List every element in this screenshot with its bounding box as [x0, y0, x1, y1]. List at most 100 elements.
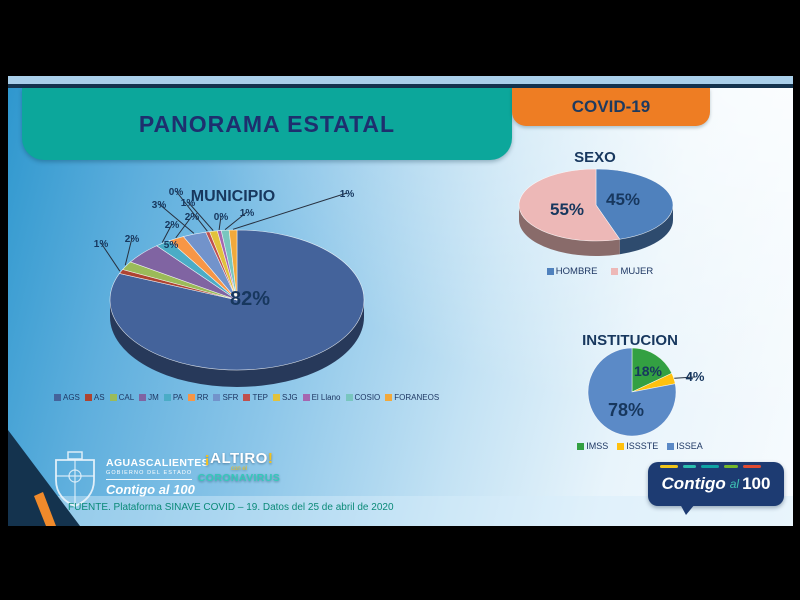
escudo-aguascalientes-icon — [55, 451, 95, 507]
pie-label: 1% — [181, 198, 196, 209]
pie-label: 2% — [165, 220, 180, 231]
legend-swatch — [84, 394, 92, 401]
header-bar: PANORAMA ESTATAL — [22, 88, 512, 160]
legend-swatch — [577, 442, 585, 450]
brand-dashes — [660, 465, 761, 468]
municipio-legend: AGS AS CAL JM PA RR SFR TEP SJG El Llano COSIO FORA… — [54, 393, 446, 402]
contigo-al-100-logo: Contigo al 100 — [648, 462, 784, 515]
altiro-campaign-logo: ¡ALTIRO! con el CORONAVIRUS — [196, 450, 282, 484]
legend-label: ISSSTE — [626, 441, 659, 451]
legend-label: IMSS — [586, 441, 609, 451]
pie-side — [110, 300, 364, 387]
pie-slice — [518, 168, 621, 242]
legend-swatch — [667, 442, 675, 450]
legend-item: AGS — [54, 393, 80, 402]
legend-label: AS — [93, 393, 105, 402]
sexo-chart-title: SEXO — [574, 149, 616, 166]
pie-label: 4% — [686, 369, 705, 384]
corner-wedge — [8, 430, 80, 526]
sexo-legend: HOMBRE MUJER — [505, 266, 695, 277]
pie-label: 1% — [240, 208, 255, 219]
pie-label: 1% — [94, 239, 109, 250]
pie-side — [519, 205, 620, 256]
brand-word-contigo: Contigo — [661, 474, 726, 493]
brand-word-al: al — [729, 477, 740, 491]
legend-item: El Llano — [302, 393, 341, 402]
legend-item: HOMBRE — [546, 266, 597, 277]
institucion-pie-chart: INSTITUCION 18% 4% 78% — [582, 332, 705, 437]
legend-swatch — [546, 268, 554, 275]
slide: PANORAMA ESTATAL COVID-19 MUNICIPIO 82% 1… — [8, 76, 793, 526]
leader-line — [100, 242, 121, 272]
pie-label: 0% — [169, 187, 184, 198]
leader-line — [187, 201, 214, 231]
leader-line — [158, 203, 195, 234]
municipio-chart-title: MUNICIPIO — [191, 188, 275, 205]
pie-slice — [587, 347, 677, 437]
legend-swatch — [213, 394, 221, 401]
altiro-mid-text: con el — [230, 466, 247, 472]
legend-swatch — [302, 394, 310, 401]
covid-badge: COVID-19 — [512, 88, 710, 126]
municipio-pie-chart: MUNICIPIO 82%1% 2%5%2%2%3%0%1%0% 1%1% — [94, 187, 365, 387]
legend-item: SFR — [213, 393, 238, 402]
top-light-strip — [8, 76, 793, 84]
top-navy-strip — [8, 84, 793, 88]
legend-label: SJG — [282, 393, 298, 402]
gov-state-name: AGUASCALIENTES — [106, 457, 210, 469]
pie-label: 2% — [125, 234, 140, 245]
altiro-open-mark: ¡ — [204, 450, 211, 467]
legend-item: RR — [187, 393, 209, 402]
legend-item: PA — [163, 393, 183, 402]
brand-dash-yellow — [660, 465, 678, 468]
brand-dash-red — [743, 465, 761, 468]
legend-label: FORANEOS — [394, 393, 440, 402]
leader-line — [224, 211, 248, 230]
pie-label: 3% — [152, 200, 167, 211]
brand-dash-dark-teal — [701, 465, 719, 468]
legend-item: JM — [139, 393, 159, 402]
legend-item: IMSS — [577, 441, 608, 451]
brand-word-100: 100 — [742, 474, 771, 493]
legend-label: PA — [172, 393, 183, 402]
pie-label: 45% — [606, 190, 640, 209]
pie-label: 82% — [230, 288, 270, 310]
legend-label: ISSEA — [676, 441, 703, 451]
leader-line — [161, 223, 173, 243]
gov-divider — [106, 479, 192, 480]
leader-line — [232, 192, 348, 230]
legend-label: CAL — [118, 393, 135, 402]
government-logo: AGUASCALIENTES GOBIERNO DEL ESTADO Conti… — [106, 457, 210, 497]
leader-line — [674, 376, 696, 379]
legend-label: JM — [148, 393, 159, 402]
legend-label: AGS — [63, 393, 80, 402]
source-note: FUENTE. Plataforma SINAVE COVID – 19. Da… — [68, 502, 394, 513]
pie-label: 2% — [185, 212, 200, 223]
leader-line — [124, 237, 133, 266]
sexo-pie-chart: SEXO 45% 55% — [518, 149, 674, 256]
legend-swatch — [109, 394, 117, 401]
legend-label: SFR — [222, 393, 239, 402]
altiro-close-mark: ! — [267, 450, 274, 467]
legend-swatch — [385, 394, 393, 401]
legend-item: TEP — [243, 393, 268, 402]
gov-slogan: Contigo al 100 — [106, 482, 195, 497]
legend-swatch — [273, 394, 281, 401]
legend-item: ISSEA — [667, 441, 703, 451]
brand-dash-teal — [683, 465, 696, 468]
legend-item: CAL — [109, 393, 135, 402]
pie-slice — [631, 347, 673, 393]
page-title: PANORAMA ESTATAL — [138, 110, 396, 137]
legend-swatch — [617, 442, 625, 450]
legend-swatch — [187, 394, 195, 401]
legend-swatch — [139, 394, 147, 401]
pie-slice — [595, 168, 674, 240]
legend-label: RR — [196, 393, 209, 402]
legend-label: COSIO — [354, 393, 381, 402]
pie-label: 78% — [608, 400, 644, 420]
legend-item: AS — [84, 393, 105, 402]
leader-line — [218, 215, 222, 231]
altiro-name-row: ¡ALTIRO! — [196, 450, 282, 467]
pie-label: 18% — [634, 363, 663, 379]
